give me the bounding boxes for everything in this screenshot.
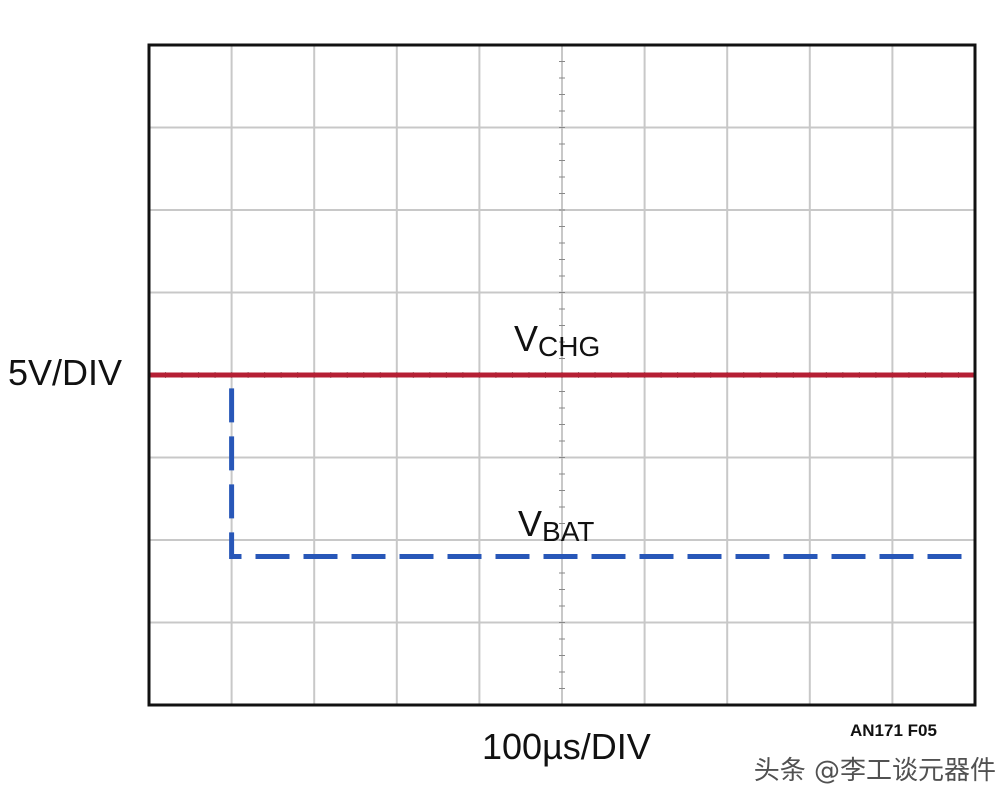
vbat-trace-label: VBAT — [518, 503, 594, 547]
vbat-label-main: V — [518, 503, 542, 544]
vchg-trace-label: VCHG — [514, 318, 600, 362]
figure-id-label: AN171 F05 — [850, 721, 937, 740]
traces — [149, 372, 975, 559]
x-scale-label: 100µs/DIV — [482, 726, 651, 767]
vbat-label-sub: BAT — [542, 516, 594, 547]
vbat-trace — [149, 372, 975, 559]
vchg-label-sub: CHG — [538, 331, 600, 362]
vchg-label-main: V — [514, 318, 538, 359]
y-scale-label: 5V/DIV — [8, 352, 123, 393]
plot-frame — [147, 43, 977, 707]
watermark-text: 头条 @李工谈元器件 — [753, 756, 996, 786]
